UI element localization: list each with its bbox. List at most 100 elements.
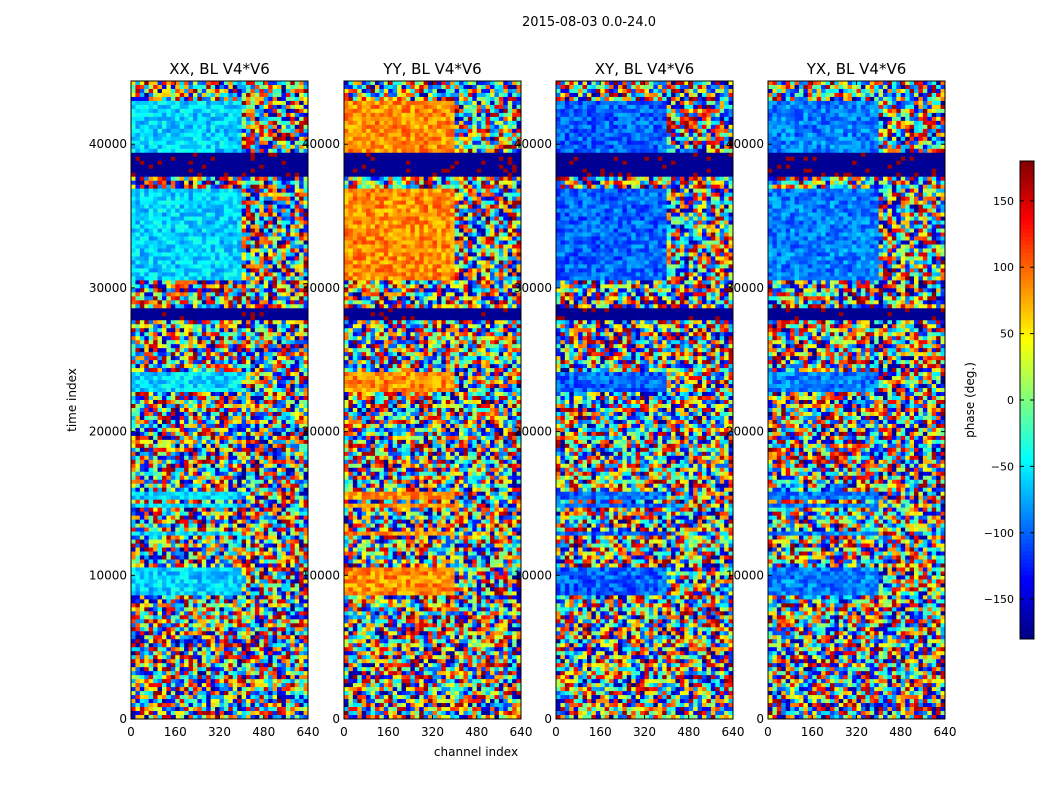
heatmap-cell bbox=[242, 185, 247, 189]
heatmap-cell bbox=[246, 97, 251, 101]
heatmap-cell bbox=[290, 169, 295, 173]
heatmap-cell bbox=[211, 117, 216, 121]
heatmap-cell bbox=[158, 181, 163, 185]
heatmap-cell bbox=[171, 173, 176, 177]
heatmap-cell bbox=[273, 97, 278, 101]
heatmap-cell bbox=[233, 145, 238, 149]
heatmap-cell bbox=[295, 113, 300, 117]
heatmap-cell bbox=[140, 149, 145, 153]
heatmap-cell bbox=[220, 173, 225, 177]
heatmap-cell bbox=[286, 145, 291, 149]
heatmap-cell bbox=[206, 117, 211, 121]
heatmap-cell bbox=[197, 93, 202, 97]
heatmap-cell bbox=[286, 157, 291, 161]
heatmap-cell bbox=[286, 173, 291, 177]
heatmap-cell bbox=[220, 189, 225, 193]
heatmap-cell bbox=[220, 145, 225, 149]
heatmap-cell bbox=[246, 113, 251, 117]
heatmap-cell bbox=[153, 105, 158, 109]
heatmap-cell bbox=[290, 81, 295, 85]
heatmap-cell bbox=[259, 105, 264, 109]
heatmap-cell bbox=[189, 149, 194, 153]
heatmap-cell bbox=[233, 109, 238, 113]
heatmap-cell bbox=[135, 165, 140, 169]
heatmap-cell bbox=[299, 101, 304, 105]
heatmap-cell bbox=[228, 117, 233, 121]
heatmap-cell bbox=[162, 109, 167, 113]
heatmap-cell bbox=[237, 133, 242, 137]
heatmap-cell bbox=[233, 173, 238, 177]
heatmap-cell bbox=[211, 85, 216, 89]
heatmap-cell bbox=[135, 189, 140, 193]
heatmap-cell bbox=[277, 197, 282, 201]
heatmap-cell bbox=[140, 133, 145, 137]
heatmap-cell bbox=[131, 125, 136, 129]
heatmap-cell bbox=[193, 121, 198, 125]
heatmap-cell bbox=[158, 97, 163, 101]
heatmap-cell bbox=[273, 85, 278, 89]
heatmap-cell bbox=[189, 97, 194, 101]
heatmap-cell bbox=[215, 133, 220, 137]
heatmap-cell bbox=[268, 133, 273, 137]
heatmap-cell bbox=[135, 177, 140, 181]
heatmap-cell bbox=[299, 169, 304, 173]
heatmap-cell bbox=[184, 93, 189, 97]
heatmap-cell bbox=[180, 101, 185, 105]
heatmap-cell bbox=[259, 157, 264, 161]
heatmap-cell bbox=[140, 97, 145, 101]
heatmap-cell bbox=[202, 101, 207, 105]
heatmap-cell bbox=[277, 101, 282, 105]
heatmap-cell bbox=[268, 93, 273, 97]
heatmap-cell bbox=[255, 161, 260, 165]
heatmap-cell bbox=[277, 81, 282, 85]
heatmap-cell bbox=[131, 137, 136, 141]
heatmap-cell bbox=[211, 169, 216, 173]
heatmap-cell bbox=[286, 113, 291, 117]
heatmap-cell bbox=[290, 93, 295, 97]
heatmap-cell bbox=[215, 145, 220, 149]
heatmap-cell bbox=[228, 109, 233, 113]
heatmap-cell bbox=[211, 185, 216, 189]
heatmap-cell bbox=[264, 89, 269, 93]
heatmap-cell bbox=[171, 101, 176, 105]
heatmap-cell bbox=[268, 81, 273, 85]
heatmap-cell bbox=[237, 185, 242, 189]
heatmap-cell bbox=[180, 141, 185, 145]
heatmap-cell bbox=[184, 161, 189, 165]
heatmap-cell bbox=[277, 93, 282, 97]
heatmap-cell bbox=[206, 81, 211, 85]
heatmap-cell bbox=[153, 109, 158, 113]
heatmap-cell bbox=[268, 165, 273, 169]
heatmap-cell bbox=[149, 97, 154, 101]
heatmap-cell bbox=[158, 125, 163, 129]
heatmap-cell bbox=[281, 133, 286, 137]
heatmap-cell bbox=[211, 181, 216, 185]
heatmap-cell bbox=[268, 89, 273, 93]
heatmap-cell bbox=[131, 197, 136, 201]
heatmap-cell bbox=[268, 141, 273, 145]
heatmap-cell bbox=[189, 133, 194, 137]
heatmap-cell bbox=[144, 137, 149, 141]
heatmap-cell bbox=[233, 201, 238, 205]
heatmap-cell bbox=[211, 189, 216, 193]
heatmap-cell bbox=[149, 121, 154, 125]
heatmap-cell bbox=[206, 157, 211, 161]
heatmap-cell bbox=[135, 109, 140, 113]
heatmap-cell bbox=[273, 169, 278, 173]
heatmap-cell bbox=[233, 149, 238, 153]
heatmap-cell bbox=[131, 177, 136, 181]
heatmap-cell bbox=[166, 173, 171, 177]
heatmap-cell bbox=[175, 177, 180, 181]
heatmap-cell bbox=[180, 93, 185, 97]
heatmap-cell bbox=[153, 173, 158, 177]
heatmap-cell bbox=[250, 141, 255, 145]
heatmap-cell bbox=[149, 109, 154, 113]
heatmap-cell bbox=[149, 137, 154, 141]
heatmap-cell bbox=[189, 81, 194, 85]
heatmap-cell bbox=[158, 201, 163, 205]
heatmap-cell bbox=[233, 89, 238, 93]
heatmap-cell bbox=[202, 121, 207, 125]
heatmap-cell bbox=[281, 137, 286, 141]
heatmap-cell bbox=[171, 89, 176, 93]
heatmap-cell bbox=[259, 165, 264, 169]
